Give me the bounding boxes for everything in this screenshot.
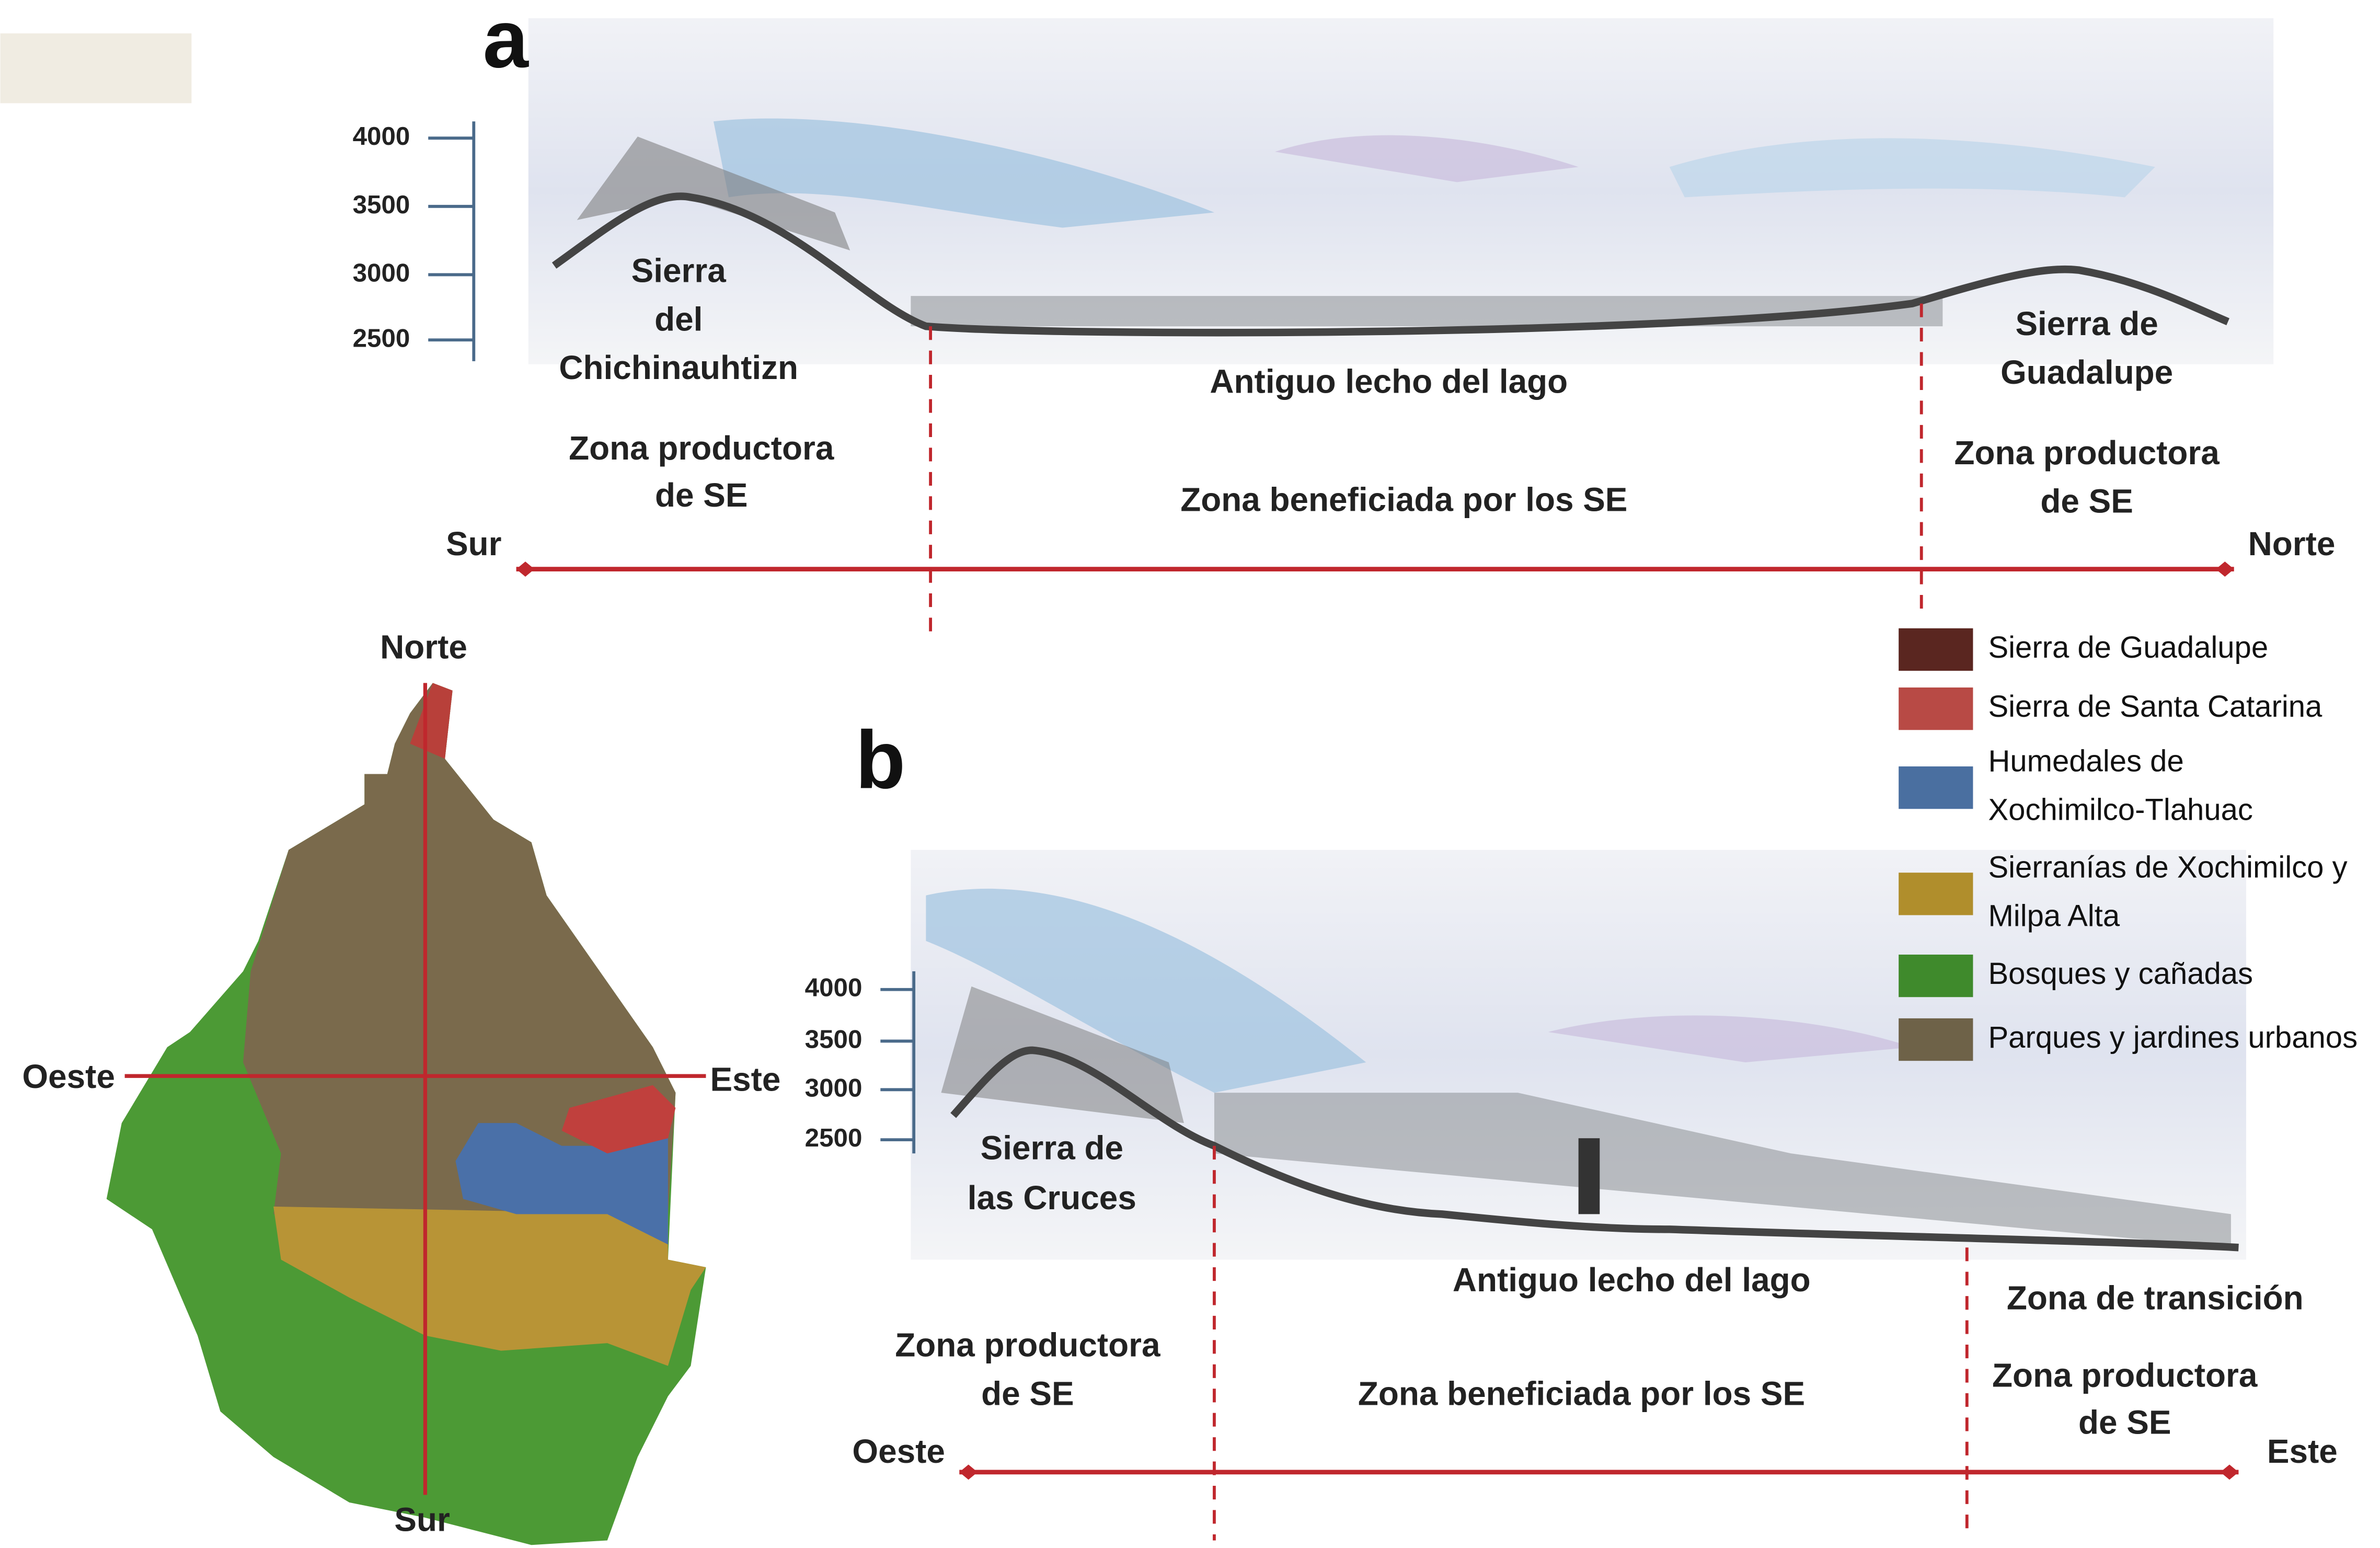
- section-label: Guadalupe: [2000, 353, 2173, 391]
- legend-label: Xochimilco-Tlahuac: [1988, 793, 2253, 827]
- legend-label: Parques y jardines urbanos: [1988, 1020, 2358, 1054]
- section-label: de SE: [981, 1375, 1074, 1413]
- section-label: Oeste: [852, 1432, 945, 1470]
- map-west: Oeste: [22, 1058, 114, 1095]
- section-label: Sierra: [631, 251, 727, 289]
- section-label: Zona productora: [895, 1326, 1160, 1364]
- map-north: Norte: [380, 628, 467, 666]
- map-east: Este: [710, 1061, 780, 1098]
- elevation-label: 3500: [805, 1025, 863, 1053]
- corner-patch: [0, 33, 192, 104]
- section-label: Zona beneficiada por los SE: [1358, 1375, 1805, 1413]
- section-label: Zona de transición: [2007, 1279, 2304, 1317]
- section-label: Zona productora: [569, 429, 834, 467]
- elevation-label: 3500: [353, 190, 410, 219]
- legend-label: Humedales de: [1988, 744, 2183, 778]
- elevation-label: 2500: [353, 324, 410, 352]
- legend-label: Sierra de Santa Catarina: [1988, 690, 2322, 724]
- section-label: Zona productora: [1954, 434, 2220, 472]
- section-label: Antiguo lecho del lago: [1210, 362, 1568, 400]
- section-label: de SE: [655, 476, 748, 514]
- elevation-label: 4000: [805, 973, 863, 1002]
- legend-swatch: [1899, 954, 1973, 997]
- map-south: Sur: [394, 1501, 450, 1539]
- panel-b-sketch: [911, 850, 2246, 1260]
- legend-label: Bosques y cañadas: [1988, 957, 2253, 991]
- section-label: las Cruces: [968, 1179, 1136, 1217]
- section-label: Zona beneficiada por los SE: [1180, 481, 1627, 519]
- section-label: del: [654, 300, 703, 338]
- elevation-label: 2500: [805, 1123, 863, 1152]
- section-label: de SE: [2040, 483, 2133, 520]
- legend-label: Sierranías de Xochimilco y: [1988, 851, 2347, 885]
- section-label: Norte: [2248, 525, 2336, 563]
- section-label: Chichinauhtizn: [559, 349, 798, 386]
- legend-swatch: [1899, 687, 1973, 730]
- panel-letter: b: [855, 714, 905, 806]
- legend-swatch: [1899, 766, 1973, 809]
- panel-a-sketch: [528, 18, 2274, 364]
- map: [106, 683, 706, 1545]
- section-label: Antiguo lecho del lago: [1453, 1261, 1811, 1299]
- section-label: Este: [2267, 1432, 2338, 1470]
- section-label: Zona productora: [1992, 1357, 2258, 1394]
- elevation-label: 4000: [353, 122, 410, 151]
- legend-swatch: [1899, 628, 1973, 671]
- legend-label: Milpa Alta: [1988, 899, 2120, 933]
- elevation-label: 3000: [805, 1073, 863, 1102]
- section-label: Sierra de: [2015, 305, 2158, 342]
- panel-letter: a: [483, 0, 530, 85]
- legend-label: Sierra de Guadalupe: [1988, 630, 2268, 664]
- elevation-label: 3000: [353, 258, 410, 287]
- section-label: de SE: [2078, 1404, 2171, 1441]
- legend-swatch: [1899, 1018, 1973, 1061]
- legend-swatch: [1899, 873, 1973, 915]
- section-label: Sierra de: [981, 1129, 1123, 1166]
- section-label: Sur: [446, 525, 501, 563]
